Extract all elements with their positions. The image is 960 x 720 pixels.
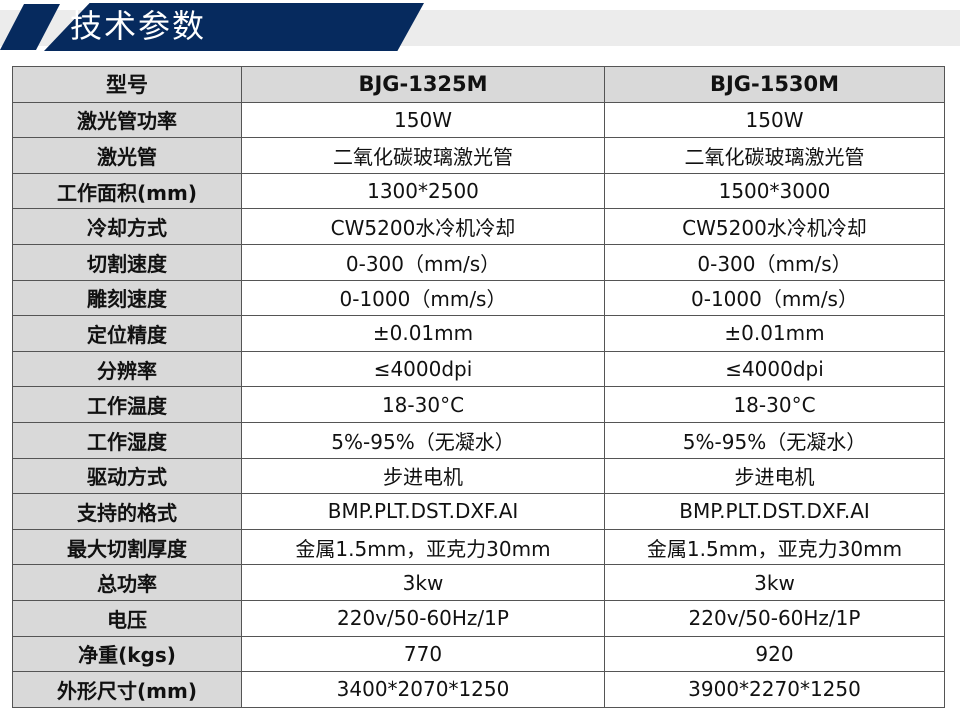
spec-value: CW5200水冷机冷却 [604,208,945,245]
table-row: 净重(kgs) 770 920 [12,635,945,673]
row-label: 最大切割厚度 [12,528,242,566]
title-banner [44,3,424,51]
row-label: 工作湿度 [12,421,242,459]
row-label: 驱动方式 [12,457,242,495]
row-label: 激光管功率 [12,101,242,139]
row-label: 雕刻速度 [12,279,242,317]
spec-table: 型号 BJG-1325M BJG-1530M 激光管功率 150W 150W 激光管二… [12,66,945,708]
row-label: 总功率 [12,564,242,601]
table-row: 支持的格式 BMP.PLT.DST.DXF.AI BMP.PLT.DST.DXF.A… [12,493,945,530]
table-row: 定位精度 ±0.01mm ±0.01mm [12,315,945,352]
spec-value: 步进电机 [604,457,945,495]
spec-value: CW5200水冷机冷却 [241,208,605,245]
spec-value: 金属1.5mm，亚克力30mm [241,528,605,566]
spec-value: 150W [604,101,945,139]
spec-value: 220v/50-60Hz/1P [604,599,945,637]
row-label: 支持的格式 [12,493,242,530]
table-row: 雕刻速度 0-1000（mm/s） 0-1000（mm/s） [12,279,945,317]
spec-value: BMP.PLT.DST.DXF.AI [241,493,605,530]
spec-value: 3400*2070*1250 [241,671,605,708]
spec-value: 0-1000（mm/s） [604,279,945,317]
table-row: 工作湿度 5%-95%（无凝水） 5%-95%（无凝水） [12,421,945,459]
spec-value: 770 [241,635,605,673]
spec-value: ±0.01mm [604,315,945,352]
table-row: 工作面积(mm) 1300*2500 1500*3000 [12,172,945,210]
row-label: 工作面积(mm) [12,172,242,210]
spec-value: 金属1.5mm，亚克力30mm [604,528,945,566]
row-label: 净重(kgs) [12,635,242,673]
spec-value: 0-1000（mm/s） [241,279,605,317]
spec-value: ±0.01mm [241,315,605,352]
table-row: 总功率 3kw 3kw [12,564,945,601]
row-label: 外形尺寸(mm) [12,671,242,708]
table-row: 电压 220v/50-60Hz/1P 220v/50-60Hz/1P [12,599,945,637]
page-title: 技术参数 [70,7,207,45]
table-row: 驱动方式 步进电机 步进电机 [12,457,945,495]
spec-value: 18-30°C [604,386,945,423]
spec-value: 二氧化碳玻璃激光管 [241,137,605,174]
spec-value: BMP.PLT.DST.DXF.AI [604,493,945,530]
table-row: 切割速度 0-300（mm/s） 0-300（mm/s） [12,243,945,281]
spec-value: 0-300（mm/s） [604,243,945,281]
spec-value: ≤4000dpi [241,350,605,388]
table-row: 外形尺寸(mm) 3400*2070*1250 3900*2270*1250 [12,671,945,708]
spec-value: 5%-95%（无凝水） [604,421,945,459]
spec-value: 步进电机 [241,457,605,495]
row-label: 定位精度 [12,315,242,352]
spec-value: 920 [604,635,945,673]
header-cell: BJG-1530M [604,66,945,103]
spec-value: 3kw [604,564,945,601]
header-cell: 型号 [12,66,242,103]
spec-value: 3kw [241,564,605,601]
row-label: 工作温度 [12,386,242,423]
table-row: 激光管功率 150W 150W [12,101,945,139]
row-label: 电压 [12,599,242,637]
spec-value: 3900*2270*1250 [604,671,945,708]
row-label: 冷却方式 [12,208,242,245]
spec-value: 1500*3000 [604,172,945,210]
spec-value: 150W [241,101,605,139]
table-header-row: 型号 BJG-1325M BJG-1530M [12,66,945,103]
table-row: 工作温度 18-30°C 18-30°C [12,386,945,423]
spec-value: 5%-95%（无凝水） [241,421,605,459]
row-label: 激光管 [12,137,242,174]
row-label: 分辨率 [12,350,242,388]
spec-value: 二氧化碳玻璃激光管 [604,137,945,174]
row-label: 切割速度 [12,243,242,281]
spec-value: 1300*2500 [241,172,605,210]
header-cell: BJG-1325M [241,66,605,103]
table-row: 最大切割厚度 金属1.5mm，亚克力30mm 金属1.5mm，亚克力30mm [12,528,945,566]
table-row: 冷却方式 CW5200水冷机冷却 CW5200水冷机冷却 [12,208,945,245]
table-row: 分辨率 ≤4000dpi ≤4000dpi [12,350,945,388]
spec-value: 0-300（mm/s） [241,243,605,281]
spec-value: 18-30°C [241,386,605,423]
table-row: 激光管 二氧化碳玻璃激光管 二氧化碳玻璃激光管 [12,137,945,174]
spec-value: ≤4000dpi [604,350,945,388]
spec-value: 220v/50-60Hz/1P [241,599,605,637]
